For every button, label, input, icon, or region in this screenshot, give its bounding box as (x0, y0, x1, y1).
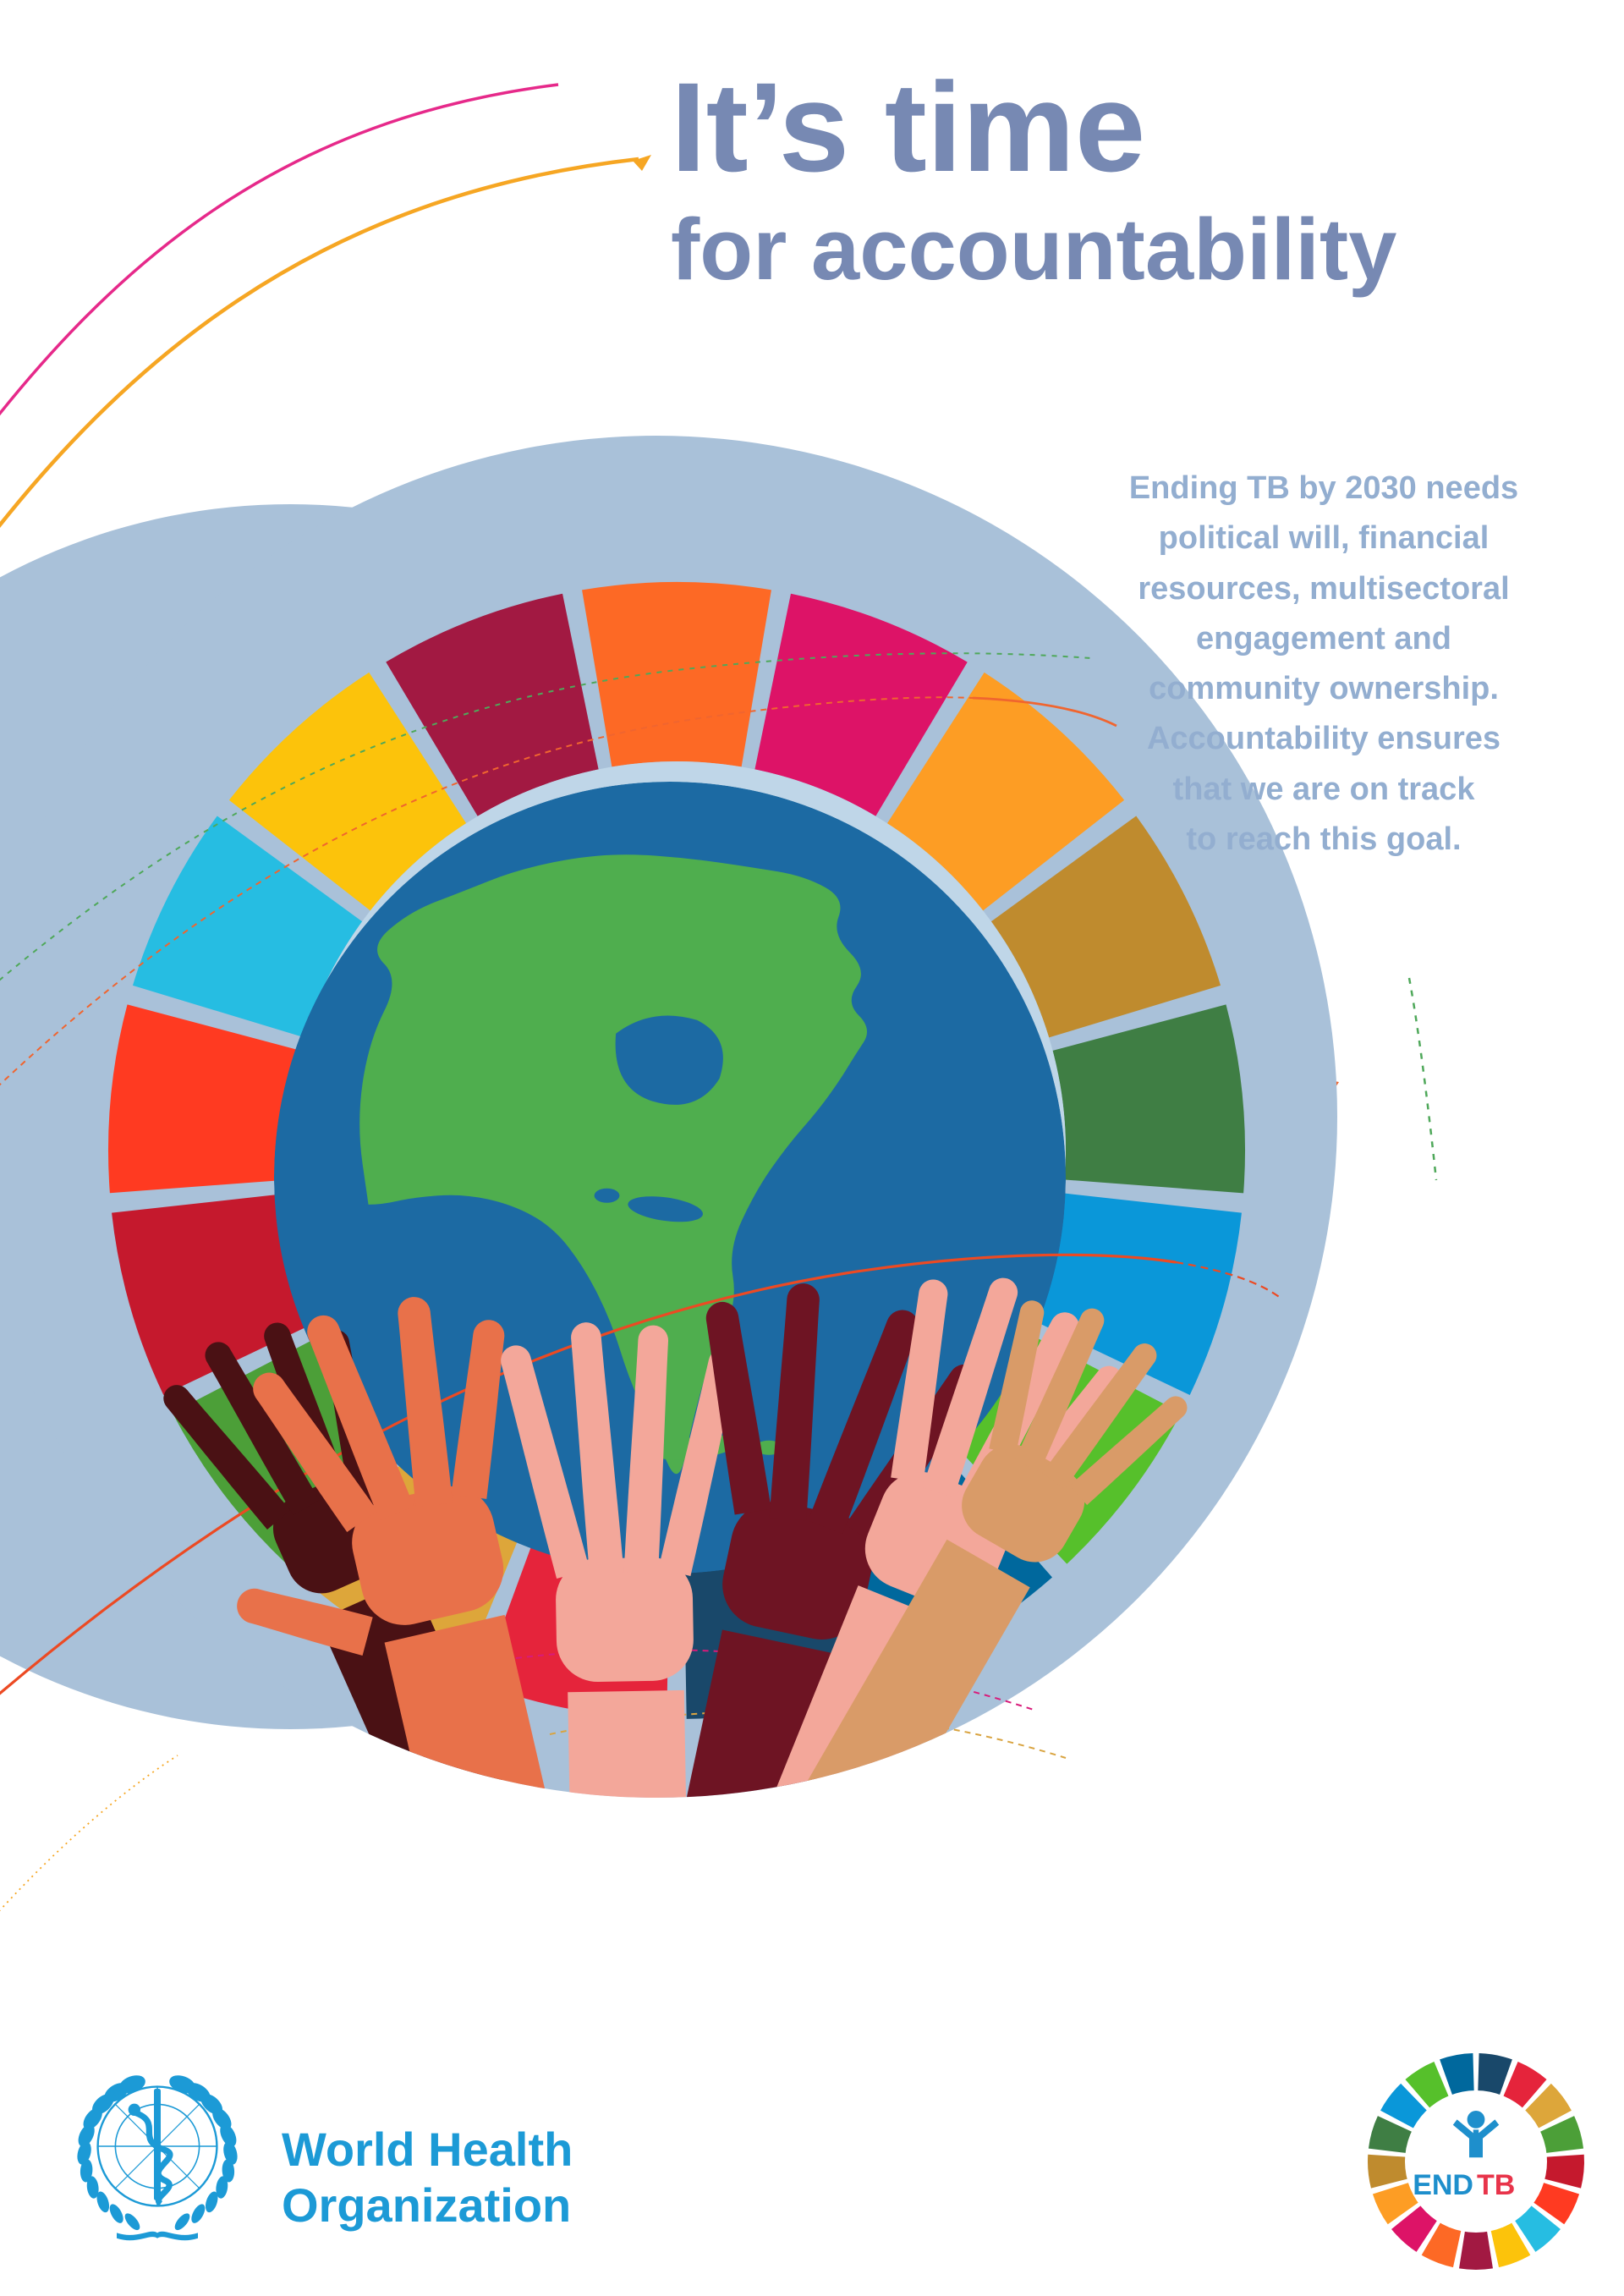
svg-text:END: END (1413, 2169, 1473, 2201)
svg-text:TB: TB (1477, 2169, 1515, 2201)
